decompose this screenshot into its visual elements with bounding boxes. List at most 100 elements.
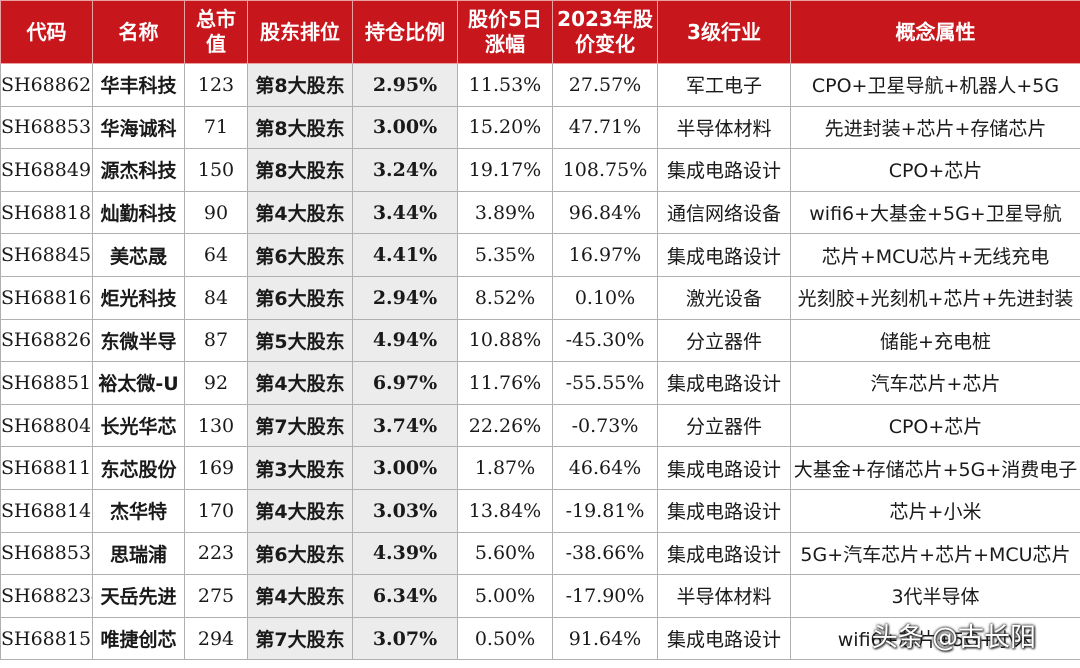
cell-name: 长光华芯: [92, 403, 185, 448]
cell-holder-rank: 第6大股东: [247, 531, 353, 576]
cell-market-cap: 150: [184, 148, 248, 192]
cell-hold-ratio: 6.34%: [352, 574, 458, 618]
header-code: 代码: [0, 0, 93, 64]
cell-name: 美芯晟: [92, 233, 185, 277]
cell-hold-ratio: 3.03%: [352, 488, 458, 533]
cell-concepts: CPO+芯片: [790, 403, 1080, 448]
cell-name: 源杰科技: [92, 148, 185, 192]
cell-market-cap: 90: [184, 190, 248, 235]
cell-name: 天岳先进: [92, 574, 185, 618]
cell-hold-ratio: 4.94%: [352, 318, 458, 363]
table-row: SH688261东微半导87第5大股东4.94%10.88%-45.30%分立器…: [0, 318, 1080, 363]
cell-concepts: 3代半导体: [790, 574, 1080, 618]
cell-5day-change: 22.26%: [457, 403, 553, 448]
cell-2023-change: 91.64%: [552, 616, 658, 661]
cell-concepts: 大基金+存储芯片+5G+消费电子: [790, 446, 1080, 490]
cell-market-cap: 123: [184, 63, 248, 107]
table-row: SH688167炬光科技84第6大股东2.94%8.52%0.10%激光设备光刻…: [0, 275, 1080, 320]
table-row: SH688498源杰科技150第8大股东3.24%19.17%108.75%集成…: [0, 148, 1080, 192]
cell-5day-change: 13.84%: [457, 488, 553, 533]
cell-2023-change: 27.57%: [552, 63, 658, 107]
cell-industry: 集成电路设计: [657, 148, 791, 192]
cell-5day-change: 5.60%: [457, 531, 553, 576]
cell-name: 裕太微-U: [92, 361, 185, 405]
cell-code: SH688458: [0, 233, 93, 277]
header-5day-change: 股价5日涨幅: [457, 0, 553, 64]
table-body: SH688629华丰科技123第8大股东2.95%11.53%27.57%军工电…: [0, 63, 1080, 661]
cell-5day-change: 11.53%: [457, 63, 553, 107]
header-hold-ratio: 持仓比例: [352, 0, 458, 64]
cell-concepts: CPO+卫星导航+机器人+5G: [790, 63, 1080, 107]
cell-concepts: 储能+充电桩: [790, 318, 1080, 363]
table-row: SH688458美芯晟64第6大股东4.41%5.35%16.97%集成电路设计…: [0, 233, 1080, 277]
cell-2023-change: 96.84%: [552, 190, 658, 235]
table-row: SH688182灿勤科技90第4大股东3.44%3.89%96.84%通信网络设…: [0, 190, 1080, 235]
cell-hold-ratio: 4.39%: [352, 531, 458, 576]
cell-code: SH688048: [0, 403, 93, 448]
cell-market-cap: 275: [184, 574, 248, 618]
cell-code: SH688535: [0, 105, 93, 150]
cell-holder-rank: 第7大股东: [247, 403, 353, 448]
cell-concepts: wifi6+大基金+5G+卫星导航: [790, 190, 1080, 235]
cell-code: SH688498: [0, 148, 93, 192]
cell-industry: 集成电路设计: [657, 616, 791, 661]
cell-industry: 集成电路设计: [657, 531, 791, 576]
cell-holder-rank: 第6大股东: [247, 275, 353, 320]
cell-code: SH688536: [0, 531, 93, 576]
table-row: SH688048长光华芯130第7大股东3.74%22.26%-0.73%分立器…: [0, 403, 1080, 448]
cell-holder-rank: 第4大股东: [247, 574, 353, 618]
cell-code: SH688234: [0, 574, 93, 618]
header-holder-rank: 股东排位: [247, 0, 353, 64]
cell-hold-ratio: 3.00%: [352, 446, 458, 490]
cell-industry: 半导体材料: [657, 574, 791, 618]
cell-holder-rank: 第4大股东: [247, 361, 353, 405]
cell-name: 华海诚科: [92, 105, 185, 150]
cell-holder-rank: 第4大股东: [247, 488, 353, 533]
cell-2023-change: 108.75%: [552, 148, 658, 192]
cell-holder-rank: 第7大股东: [247, 616, 353, 661]
cell-code: SH688261: [0, 318, 93, 363]
table-row: SH688110东芯股份169第3大股东3.00%1.87%46.64%集成电路…: [0, 446, 1080, 490]
cell-market-cap: 130: [184, 403, 248, 448]
cell-5day-change: 10.88%: [457, 318, 553, 363]
cell-hold-ratio: 2.95%: [352, 63, 458, 107]
cell-name: 灿勤科技: [92, 190, 185, 235]
cell-5day-change: 8.52%: [457, 275, 553, 320]
table-row: SH688515裕太微-U92第4大股东6.97%11.76%-55.55%集成…: [0, 361, 1080, 405]
cell-holder-rank: 第6大股东: [247, 233, 353, 277]
cell-2023-change: 47.71%: [552, 105, 658, 150]
cell-market-cap: 87: [184, 318, 248, 363]
cell-code: SH688515: [0, 361, 93, 405]
cell-name: 炬光科技: [92, 275, 185, 320]
cell-market-cap: 294: [184, 616, 248, 661]
cell-5day-change: 19.17%: [457, 148, 553, 192]
cell-code: SH688110: [0, 446, 93, 490]
header-row: 代码 名称 总市值 股东排位 持仓比例 股价5日涨幅 2023年股价变化 3级行…: [0, 0, 1080, 64]
table-row: SH688141杰华特170第4大股东3.03%13.84%-19.81%集成电…: [0, 488, 1080, 533]
cell-concepts: 芯片+小米: [790, 488, 1080, 533]
cell-market-cap: 223: [184, 531, 248, 576]
cell-5day-change: 1.87%: [457, 446, 553, 490]
cell-2023-change: -17.90%: [552, 574, 658, 618]
cell-2023-change: 16.97%: [552, 233, 658, 277]
cell-5day-change: 0.50%: [457, 616, 553, 661]
cell-2023-change: -0.73%: [552, 403, 658, 448]
cell-code: SH688167: [0, 275, 93, 320]
cell-name: 唯捷创芯: [92, 616, 185, 661]
header-2023-change: 2023年股价变化: [552, 0, 658, 64]
table-row: SH688535华海诚科71第8大股东3.00%15.20%47.71%半导体材…: [0, 105, 1080, 150]
cell-hold-ratio: 6.97%: [352, 361, 458, 405]
cell-2023-change: -38.66%: [552, 531, 658, 576]
cell-5day-change: 3.89%: [457, 190, 553, 235]
cell-2023-change: -45.30%: [552, 318, 658, 363]
cell-industry: 集成电路设计: [657, 361, 791, 405]
cell-2023-change: 0.10%: [552, 275, 658, 320]
cell-5day-change: 15.20%: [457, 105, 553, 150]
cell-5day-change: 5.00%: [457, 574, 553, 618]
cell-code: SH688629: [0, 63, 93, 107]
cell-market-cap: 170: [184, 488, 248, 533]
table-row: SH688629华丰科技123第8大股东2.95%11.53%27.57%军工电…: [0, 63, 1080, 107]
cell-hold-ratio: 4.41%: [352, 233, 458, 277]
cell-code: SH688141: [0, 488, 93, 533]
header-market-cap: 总市值: [184, 0, 248, 64]
